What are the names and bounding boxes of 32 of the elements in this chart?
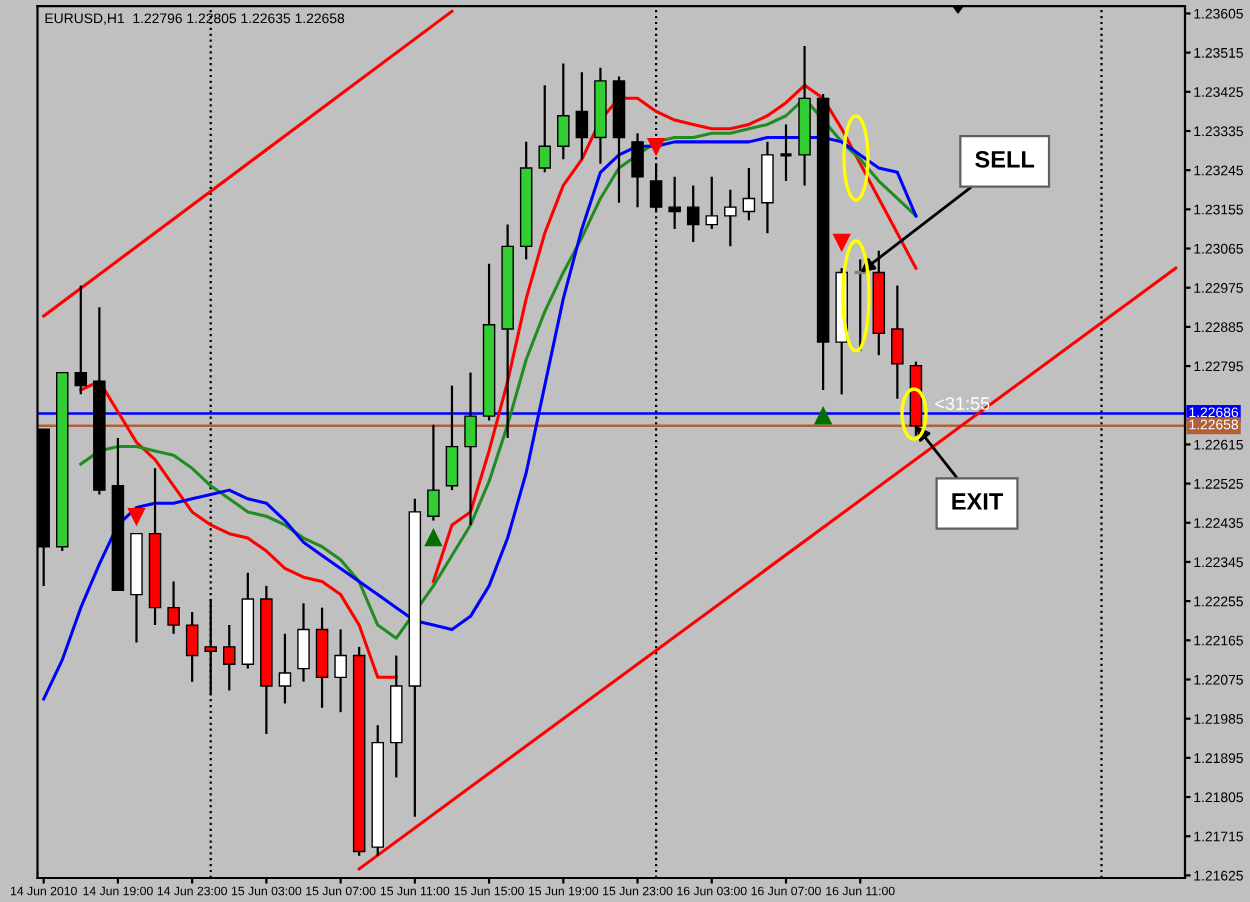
- candlestick: [631, 132, 644, 209]
- candlestick: [705, 175, 719, 231]
- candlestick: [668, 175, 681, 231]
- candlestick: [74, 284, 88, 396]
- candlestick: [223, 623, 236, 692]
- candlestick: [742, 166, 756, 222]
- candlestick: [538, 84, 552, 174]
- candlestick: [891, 284, 904, 400]
- point: [425, 529, 442, 547]
- annotation: SELL: [975, 150, 1035, 168]
- candlestick: [575, 71, 589, 161]
- candlestick: [167, 580, 180, 635]
- point: [814, 407, 832, 425]
- candlestick: [315, 606, 329, 709]
- candlestick: [334, 628, 347, 714]
- point: [128, 507, 145, 525]
- candlestick: [557, 62, 570, 161]
- candlestick: [686, 184, 700, 244]
- candlestick: [724, 188, 737, 248]
- annotation: <31:55: [935, 397, 990, 410]
- candlestick: [445, 384, 459, 492]
- candlestick: [464, 371, 477, 527]
- candlestick: [185, 610, 199, 683]
- point: [833, 233, 851, 251]
- candlestick: [778, 123, 794, 183]
- candlestick: [761, 140, 774, 235]
- candlestick: [427, 423, 440, 522]
- candlestick: [204, 597, 217, 696]
- candlestick: [278, 632, 292, 705]
- candlestick: [297, 602, 310, 683]
- point: [647, 137, 665, 155]
- annotation: EXIT: [952, 493, 1004, 510]
